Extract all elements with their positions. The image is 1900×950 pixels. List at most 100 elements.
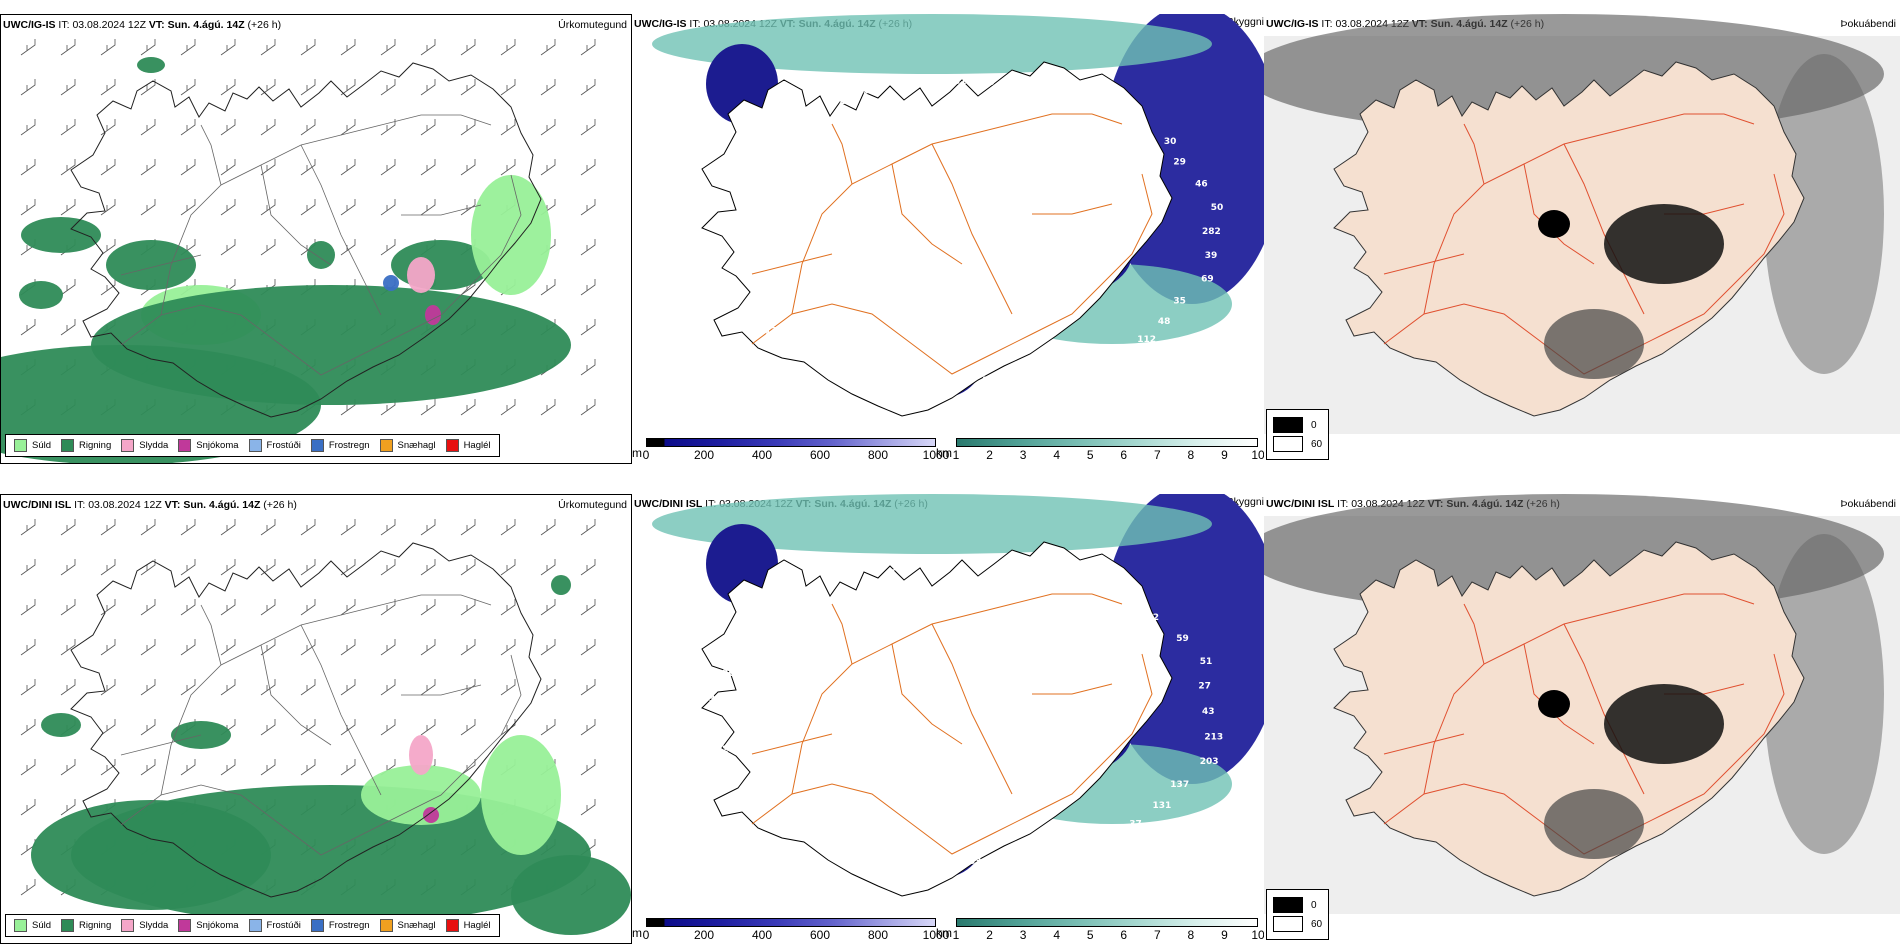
wind-barb (220, 159, 236, 176)
colorbar-tick: 400 (751, 448, 773, 462)
cloud-base-label: 137 (1170, 780, 1189, 790)
colorbar-tick: 400 (751, 928, 773, 942)
wind-barb (300, 599, 316, 616)
panel-header: UWC/IG-IS IT: 03.08.2024 12Z VT: Sun. 4.… (3, 19, 282, 31)
fog-area (1544, 789, 1644, 859)
wind-barb (420, 559, 436, 576)
cloud-base-label: 30 (751, 623, 764, 633)
wind-barb (420, 159, 436, 176)
wind-barb (140, 39, 156, 56)
wind-barb (220, 199, 236, 216)
cloud-base-label: 29 (1028, 83, 1041, 93)
colorbar-tick: 800 (867, 448, 889, 462)
wind-barb (100, 559, 116, 576)
cloud-base-label: 30 (982, 78, 995, 88)
wind-barb (260, 519, 276, 536)
cloud-base-colorbar: 0 200 400 600 800 1000 m (632, 918, 949, 942)
wind-barb (140, 679, 156, 696)
wind-barb (140, 759, 156, 776)
wind-barb (260, 719, 276, 736)
wind-barb (460, 79, 476, 96)
wind-barb (100, 279, 116, 296)
legend-swatch (445, 439, 459, 452)
cloud-base-label: 31 (753, 147, 766, 157)
cloud-base-label: 131 (1094, 350, 1113, 360)
legend-swatch (121, 439, 135, 452)
wind-barb (260, 679, 276, 696)
wind-barb (300, 519, 316, 536)
colorbar-tick: 5 (1086, 928, 1094, 942)
wind-barb (20, 679, 36, 696)
road-line (340, 594, 492, 616)
iceland-outline (1333, 61, 1805, 417)
wind-barb (20, 639, 36, 656)
road-line (300, 624, 382, 796)
cloud-base-label: 416 (1051, 846, 1070, 856)
wind-barb (300, 199, 316, 216)
road-line (971, 113, 1123, 135)
wind-barb (580, 39, 596, 56)
legend-label: Súld (32, 920, 52, 931)
legend-item: Slydda (121, 919, 168, 932)
precip-legend: Súld Rigning Slydda Snjókoma Frostúði Frostre… (5, 914, 500, 937)
cloud-base-label: 29 (1173, 157, 1186, 167)
legend-swatch (248, 919, 262, 932)
wind-barb (340, 679, 356, 696)
road-line (1603, 113, 1755, 135)
precip-title: Úrkomutegund (558, 19, 627, 31)
precip-map-panel-2: UWC/DINI ISL IT: 03.08.2024 12Z VT: Sun.… (0, 494, 632, 944)
wind-barb (60, 519, 76, 536)
wind-barb (420, 679, 436, 696)
wind-barb (580, 399, 596, 416)
panel-header: UWC/DINI ISL IT: 03.08.2024 12Z VT: Sun.… (3, 499, 297, 511)
wind-barb (60, 319, 76, 336)
wind-barb (420, 519, 436, 536)
wind-barb (380, 599, 396, 616)
wind-barb (260, 39, 276, 56)
wind-barb (140, 79, 156, 96)
wind-barb (180, 119, 196, 136)
iceland-outline (701, 61, 1173, 417)
legend-swatch (310, 919, 324, 932)
road-line (120, 254, 202, 276)
cloud-base-label: 27 (728, 168, 741, 178)
wind-barb (580, 719, 596, 736)
wind-barb (260, 199, 276, 216)
wind-barb (420, 639, 436, 656)
wind-barb (20, 119, 36, 136)
road-line (401, 204, 482, 216)
wind-barb (340, 759, 356, 776)
wind-barb (580, 559, 596, 576)
wind-barb (580, 639, 596, 656)
colorbar-tick: 1000 (922, 928, 950, 942)
legend-label: Rigning (79, 440, 112, 451)
cloud-base-label: 27 (784, 603, 797, 613)
cloud-base-label: 79 (1045, 568, 1058, 578)
wind-barb (380, 119, 396, 136)
cloud-base-label: 38 (969, 557, 982, 567)
wind-barb (580, 159, 596, 176)
wind-barb (220, 239, 236, 256)
wind-barb (380, 559, 396, 576)
wind-barb (260, 239, 276, 256)
cloud-base-label: 137 (765, 327, 784, 337)
cloud-base-label: 30 (709, 191, 722, 201)
colorbar-tick: 4 (1053, 928, 1060, 942)
precip-area-snjokoma (425, 305, 441, 325)
precip-area-rigning (307, 241, 335, 269)
wind-barb (500, 599, 516, 616)
wind-barb (340, 119, 356, 136)
wind-barb (140, 559, 156, 576)
wind-barb (340, 79, 356, 96)
cloud-vis-map-panel-1: UWC/IG-IS IT: 03.08.2024 12Z VT: Sun. 4.… (632, 14, 1264, 464)
road-line (1383, 253, 1465, 275)
legend-item: Snæhagl (379, 439, 436, 452)
wind-barb (20, 599, 36, 616)
precip-area-snjokoma (423, 807, 439, 823)
road-line (120, 734, 202, 756)
wind-barb (300, 159, 316, 176)
wind-barb (500, 719, 516, 736)
low-visibility-area (652, 494, 1212, 554)
road-line (1603, 593, 1755, 615)
wind-barb (580, 319, 596, 336)
